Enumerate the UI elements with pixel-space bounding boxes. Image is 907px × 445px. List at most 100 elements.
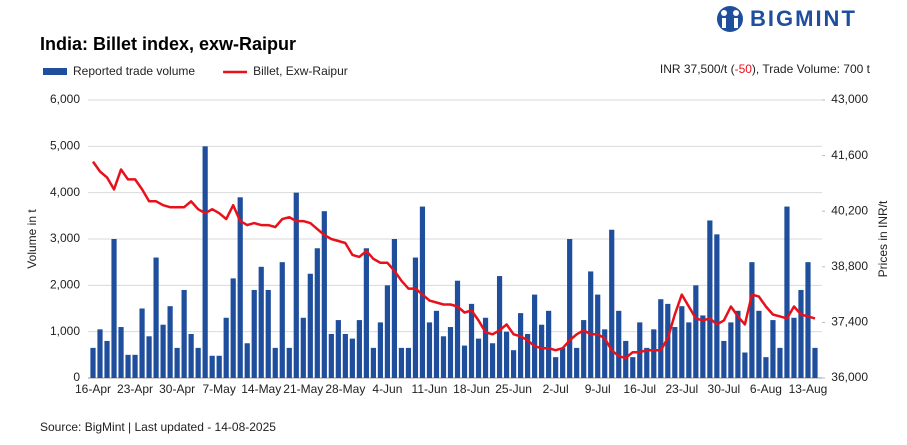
bar bbox=[567, 239, 573, 378]
bar bbox=[181, 289, 187, 378]
x-tick-label: 2-Jul bbox=[543, 382, 569, 396]
x-tick-label: 7-May bbox=[203, 382, 236, 396]
bar bbox=[658, 299, 664, 378]
bar bbox=[749, 262, 755, 378]
bar bbox=[721, 340, 727, 378]
summary: INR 37,500/t (-50), Trade Volume: 700 t bbox=[660, 62, 871, 76]
y-tick-label: 4,000 bbox=[50, 185, 80, 199]
y2-tick-label: 41,600 bbox=[831, 148, 868, 162]
y2-tick-label: 38,800 bbox=[831, 259, 868, 273]
bar bbox=[426, 322, 433, 378]
x-tick-label: 25-Jun bbox=[495, 382, 532, 396]
bar bbox=[377, 322, 383, 378]
bar bbox=[349, 338, 355, 378]
bar bbox=[798, 289, 804, 378]
logo-icon-dot bbox=[721, 10, 727, 16]
legend-label: Billet, Exw-Raipur bbox=[253, 64, 348, 78]
bar bbox=[777, 347, 783, 378]
bar bbox=[644, 347, 650, 378]
x-tick-label: 18-Jun bbox=[453, 382, 490, 396]
bar bbox=[230, 278, 236, 378]
bar bbox=[763, 357, 769, 378]
bar bbox=[342, 333, 348, 378]
bar bbox=[391, 239, 398, 378]
x-tick-label: 16-Apr bbox=[75, 382, 111, 396]
bar bbox=[553, 357, 559, 378]
bar bbox=[454, 280, 461, 378]
bar bbox=[202, 146, 208, 378]
bar bbox=[574, 347, 580, 378]
price-line bbox=[91, 160, 816, 360]
bar bbox=[223, 317, 229, 378]
bar bbox=[97, 329, 103, 378]
bar bbox=[104, 340, 110, 378]
source: Source: BigMint | Last updated - 14-08-2… bbox=[40, 420, 276, 434]
summary-text: ), Trade Volume: 700 t bbox=[752, 62, 871, 76]
bar bbox=[440, 336, 447, 378]
logo-icon-bar bbox=[734, 18, 738, 28]
bar bbox=[398, 347, 405, 378]
bar bbox=[539, 324, 545, 378]
logo-text: BIGMINT bbox=[750, 6, 857, 31]
bar bbox=[630, 357, 636, 378]
bar bbox=[419, 206, 426, 378]
bar bbox=[139, 308, 145, 378]
bar bbox=[258, 266, 264, 378]
x-tick-label: 23-Apr bbox=[117, 382, 153, 396]
bar bbox=[805, 262, 811, 378]
x-tick-label: 4-Jun bbox=[372, 382, 402, 396]
bar bbox=[672, 327, 678, 378]
bar bbox=[665, 303, 671, 378]
x-tick-label: 6-Aug bbox=[750, 382, 782, 396]
chart-title: India: Billet index, exw-Raipur bbox=[40, 34, 296, 54]
bar bbox=[153, 257, 159, 378]
y-tick-label: 0 bbox=[73, 370, 80, 384]
bar bbox=[111, 239, 117, 378]
bar bbox=[216, 355, 222, 378]
bar bbox=[300, 317, 306, 378]
y2-tick-label: 37,400 bbox=[831, 315, 868, 329]
bar bbox=[623, 340, 629, 378]
x-tick-label: 16-Jul bbox=[623, 382, 656, 396]
bar bbox=[356, 320, 362, 378]
bar bbox=[595, 294, 601, 378]
bar bbox=[707, 220, 713, 378]
x-tick-label: 28-May bbox=[325, 382, 365, 396]
bar bbox=[581, 320, 587, 378]
bar bbox=[475, 338, 482, 378]
logo-icon bbox=[717, 6, 743, 32]
x-tick-label: 9-Jul bbox=[585, 382, 611, 396]
bar bbox=[90, 347, 96, 378]
bar bbox=[503, 331, 510, 378]
y-tick-label: 2,000 bbox=[50, 278, 80, 292]
bar bbox=[433, 310, 440, 378]
y2-tick-label: 40,200 bbox=[831, 203, 868, 217]
logo: BIGMINT bbox=[717, 6, 857, 32]
bar bbox=[209, 355, 215, 378]
legend-swatch bbox=[43, 68, 67, 75]
bar bbox=[132, 354, 138, 378]
x-tick-label: 14-May bbox=[241, 382, 281, 396]
bar bbox=[517, 313, 524, 378]
bar bbox=[686, 322, 692, 378]
bar bbox=[791, 317, 797, 378]
bar bbox=[560, 347, 566, 378]
y-tick-label: 5,000 bbox=[50, 139, 80, 153]
bar bbox=[363, 248, 369, 378]
x-tick-label: 21-May bbox=[283, 382, 323, 396]
bar bbox=[160, 324, 166, 378]
bar bbox=[510, 350, 517, 378]
logo-icon-bar bbox=[722, 18, 726, 28]
y-tick-label: 6,000 bbox=[50, 92, 80, 106]
bar bbox=[237, 197, 243, 378]
bar bbox=[496, 276, 503, 378]
bar bbox=[546, 310, 552, 378]
bar bbox=[314, 248, 320, 378]
bar bbox=[679, 306, 685, 378]
y-tick-label: 3,000 bbox=[50, 231, 80, 245]
bar bbox=[447, 327, 454, 378]
y2-axis-title: Prices in INR/t bbox=[876, 200, 890, 277]
y2-tick-label: 43,000 bbox=[831, 92, 868, 106]
